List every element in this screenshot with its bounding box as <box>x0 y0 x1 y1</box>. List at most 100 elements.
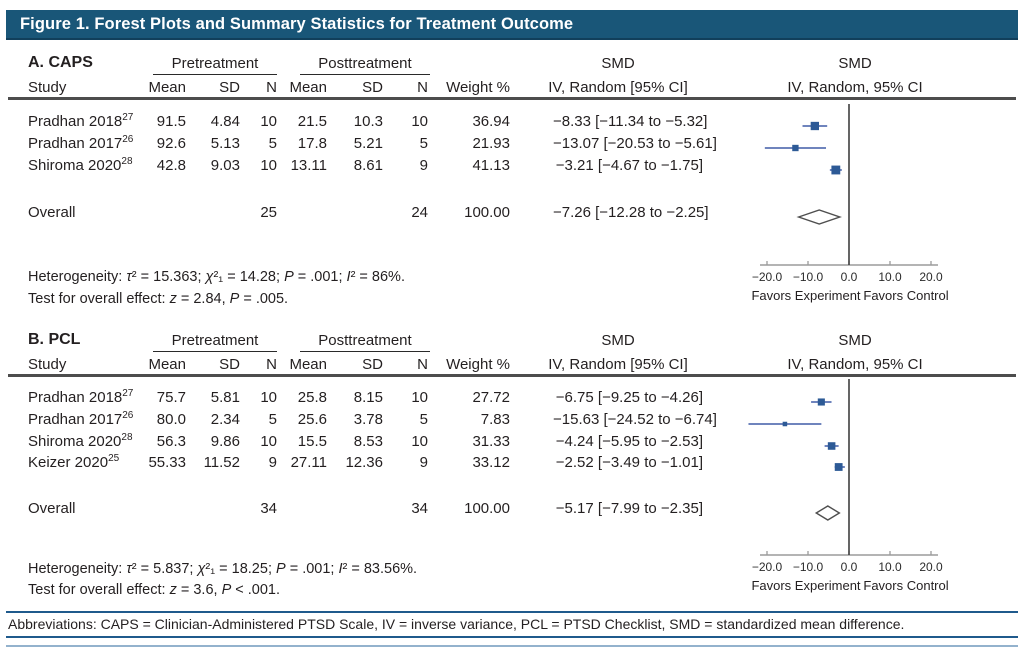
axis-tick-label: 0.0 <box>840 270 858 284</box>
reference-superscript: 26 <box>122 134 134 145</box>
cell-pre_mean: 92.6 <box>156 135 186 152</box>
cell-pre_sd: 9.03 <box>210 157 240 174</box>
reference-superscript: 25 <box>108 453 120 464</box>
axis-tick-label: 0.0 <box>840 560 858 574</box>
cell-post_sd: 10.3 <box>353 113 383 130</box>
cell-post_n: 9 <box>419 157 428 174</box>
pretreatment-underline <box>153 74 277 76</box>
column-header-study: Study <box>28 356 67 373</box>
cell-pre_sd: 11.52 <box>203 454 240 471</box>
axis-tick-label: −20.0 <box>751 270 783 284</box>
axis-tick-label: 20.0 <box>919 560 943 574</box>
cell-weight: 36.94 <box>472 113 510 130</box>
smd-plot-header-line1: SMD <box>838 332 872 349</box>
overall-smd-ci: −7.26 [−12.28 to −2.25] <box>553 204 709 221</box>
overall-post-n: 34 <box>411 500 428 517</box>
cell-pre_mean: 91.5 <box>156 113 186 130</box>
posttreatment-group-label: Posttreatment <box>318 332 412 349</box>
cell-post_mean: 25.8 <box>297 389 327 406</box>
cell-post_n: 10 <box>411 113 428 130</box>
cell-post_sd: 12.36 <box>345 454 383 471</box>
cell-post_n: 10 <box>411 389 428 406</box>
cell-weight: 31.33 <box>472 433 510 450</box>
smd-plot-header-line2: IV, Random, 95% CI <box>787 356 923 373</box>
cell-post_sd: 3.78 <box>353 411 383 428</box>
overall-post-n: 24 <box>411 204 428 221</box>
cell-weight: 33.12 <box>472 454 510 471</box>
overall-diamond <box>796 209 842 225</box>
cell-pre_sd: 4.84 <box>210 113 240 130</box>
cell-smd-ci: −3.21 [−4.67 to −1.75] <box>555 157 703 174</box>
smd-plot-header-line2: IV, Random, 95% CI <box>787 79 923 96</box>
pretreatment-group-label: Pretreatment <box>171 55 259 72</box>
figure-title-bar: Figure 1. Forest Plots and Summary Stati… <box>6 10 1018 40</box>
cell-pre_mean: 56.3 <box>156 433 186 450</box>
column-header-n: N <box>266 356 277 373</box>
study-name: Pradhan 201827 <box>28 388 134 407</box>
cell-post_sd: 8.15 <box>353 389 383 406</box>
abbreviations-top-rule <box>6 611 1018 613</box>
overall-effect-note: Test for overall effect: z = 2.84, P = .… <box>28 291 289 307</box>
figure-title: Figure 1. Forest Plots and Summary Stati… <box>20 14 574 33</box>
reference-superscript: 27 <box>122 388 134 399</box>
column-header-mean: Mean <box>289 79 327 96</box>
figure-bottom-rule <box>6 645 1018 647</box>
cell-post_mean: 27.11 <box>290 454 327 471</box>
cell-smd-ci: −2.52 [−3.49 to −1.01] <box>555 454 703 471</box>
overall-weight: 100.00 <box>464 204 510 221</box>
column-header-sd: SD <box>362 356 383 373</box>
cell-post_sd: 8.61 <box>353 157 383 174</box>
overall-diamond <box>814 505 841 521</box>
reference-superscript: 26 <box>122 410 134 421</box>
cell-post_sd: 5.21 <box>353 135 383 152</box>
column-header-n: N <box>417 356 428 373</box>
column-header-sd: SD <box>219 356 240 373</box>
abbreviations-text: Abbreviations: CAPS = Clinician-Administ… <box>8 616 905 632</box>
smd-column-header-line1: SMD <box>601 332 635 349</box>
smd-column-header-line2: IV, Random [95% CI] <box>548 356 688 373</box>
cell-pre_sd: 5.81 <box>210 389 240 406</box>
smd-plot-header-line1: SMD <box>838 55 872 72</box>
study-name: Pradhan 201726 <box>28 410 134 429</box>
heterogeneity-note: Heterogeneity: τ² = 5.837; χ²₁ = 18.25; … <box>28 561 418 577</box>
cell-post_n: 9 <box>419 454 428 471</box>
overall-weight: 100.00 <box>464 500 510 517</box>
cell-pre_n: 10 <box>260 113 277 130</box>
cell-pre_sd: 9.86 <box>210 433 240 450</box>
effect-size-marker <box>831 165 841 175</box>
cell-pre_mean: 55.33 <box>148 454 186 471</box>
cell-weight: 41.13 <box>472 157 510 174</box>
study-name: Shiroma 202028 <box>28 156 133 175</box>
effect-size-marker <box>834 463 843 471</box>
header-rule <box>8 97 1016 100</box>
effect-size-marker <box>782 421 788 427</box>
column-header-n: N <box>266 79 277 96</box>
favors-experiment-label: Favors Experiment <box>751 578 861 593</box>
column-header-weight-: Weight % <box>446 356 510 373</box>
favors-experiment-label: Favors Experiment <box>751 288 861 303</box>
study-name: Shiroma 202028 <box>28 432 133 451</box>
cell-post_n: 10 <box>411 433 428 450</box>
column-header-mean: Mean <box>289 356 327 373</box>
pretreatment-underline <box>153 351 277 353</box>
axis-tick-label: −10.0 <box>792 270 824 284</box>
column-header-sd: SD <box>362 79 383 96</box>
column-header-mean: Mean <box>148 356 186 373</box>
reference-superscript: 27 <box>122 112 134 123</box>
posttreatment-underline <box>300 74 430 76</box>
cell-pre_n: 9 <box>268 454 277 471</box>
cell-post_sd: 8.53 <box>353 433 383 450</box>
favors-control-label: Favors Control <box>863 578 949 593</box>
cell-pre_n: 5 <box>268 411 277 428</box>
smd-column-header-line1: SMD <box>601 55 635 72</box>
overall-label: Overall <box>28 204 76 221</box>
panel-label: A. CAPS <box>28 54 93 71</box>
pretreatment-group-label: Pretreatment <box>171 332 259 349</box>
axis-tick-label: 10.0 <box>878 560 902 574</box>
smd-column-header-line2: IV, Random [95% CI] <box>548 79 688 96</box>
column-header-study: Study <box>28 79 67 96</box>
cell-smd-ci: −4.24 [−5.95 to −2.53] <box>555 433 703 450</box>
cell-smd-ci: −15.63 [−24.52 to −6.74] <box>553 411 717 428</box>
heterogeneity-note: Heterogeneity: τ² = 15.363; χ²₁ = 14.28;… <box>28 269 405 285</box>
cell-post_mean: 25.6 <box>297 411 327 428</box>
